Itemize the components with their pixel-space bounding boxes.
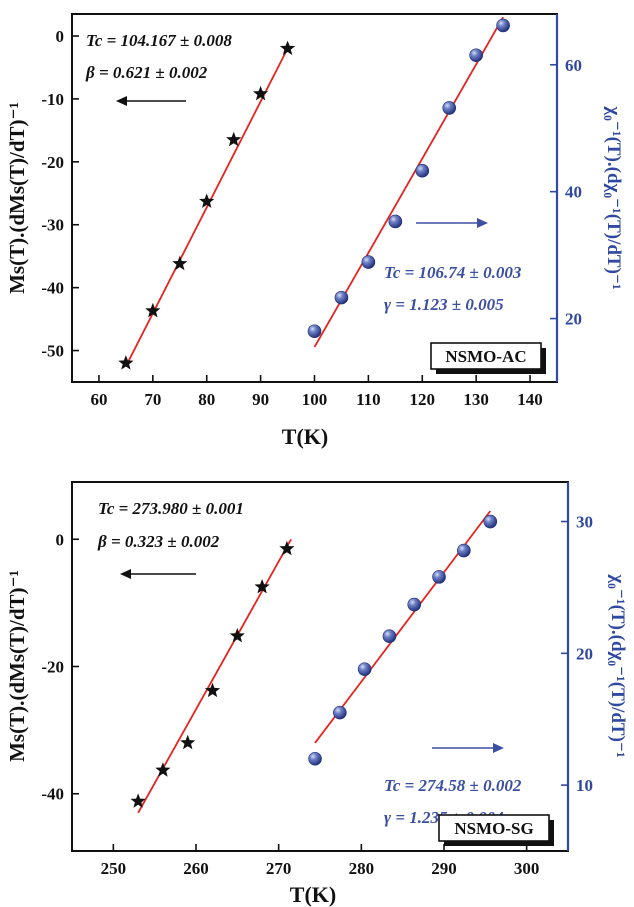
ms-data-point: [254, 579, 270, 594]
y-right-tick-label: 30: [576, 513, 593, 532]
panel-nsmo-ac: 60 70 80 90 100 110 120 130 140 0 -10 -20 -30 -40 -50…: [5, 13, 624, 449]
x-tick-label: 90: [252, 390, 269, 409]
arrow-right-blue: [416, 218, 488, 228]
y-left-tick-label: -40: [41, 279, 64, 298]
annotation-right-gamma: γ = 1.123 ± 0.005: [384, 295, 504, 314]
sample-label: NSMO-AC: [445, 347, 526, 366]
chi-data-point: [483, 514, 498, 529]
x-tick-label: 110: [356, 390, 381, 409]
annotation-left-tc: Tc = 104.167 ± 0.008: [86, 31, 232, 50]
chi-data-point: [442, 101, 457, 115]
x-tick-label: 280: [349, 859, 375, 878]
y-left-tick-label: -20: [41, 658, 64, 677]
ms-data-point: [253, 85, 269, 101]
y-left-tick-label: -20: [41, 153, 64, 172]
chi-data-point: [407, 597, 422, 612]
ms-data-point: [155, 762, 171, 777]
data-markers: [118, 18, 510, 370]
x-axis: 250 260 270 280 290 300: [101, 844, 540, 878]
annotation-right-tc: Tc = 274.58 ± 0.002: [384, 776, 522, 795]
x-tick-label: 70: [144, 390, 161, 409]
annotation-left-tc: Tc = 273.980 ± 0.001: [98, 499, 244, 518]
y-axis-left-label: Ms(T).(dMs(T)/dT)⁻¹: [5, 570, 29, 762]
y-right-tick-label: 20: [576, 644, 593, 663]
x-tick-label: 120: [410, 390, 436, 409]
y-right-tick-label: 10: [576, 776, 593, 795]
sample-label: NSMO-SG: [454, 819, 533, 838]
x-axis: 60 70 80 90 100 110 120 130 140: [90, 375, 543, 409]
chi-data-point: [469, 48, 483, 63]
sample-label-box: NSMO-AC: [430, 342, 546, 374]
annotation-left-beta: β = 0.323 ± 0.002: [97, 532, 220, 551]
sample-label-box: NSMO-SG: [438, 814, 554, 846]
ms-data-point: [145, 302, 161, 318]
chi-data-point: [457, 543, 471, 558]
y-left-tick-label: 0: [56, 530, 65, 549]
y-left-tick-label: -40: [41, 785, 64, 804]
chi-data-point: [361, 255, 376, 269]
x-tick-label: 140: [517, 390, 543, 409]
x-tick-label: 290: [431, 859, 457, 878]
y-right-tick-label: 60: [565, 56, 582, 75]
ms-data-point: [229, 628, 245, 643]
x-axis-label: T(K): [290, 882, 336, 907]
ms-data-point: [279, 40, 296, 56]
data-markers: [130, 514, 498, 808]
y-right-tick-label: 40: [565, 183, 582, 202]
y-axis-left: 0 -20 -40: [41, 530, 79, 804]
arrow-left-black: [116, 96, 186, 106]
x-tick-label: 300: [514, 859, 540, 878]
arrow-left-black: [120, 569, 196, 579]
y-left-tick-label: -30: [41, 216, 64, 235]
y-left-tick-label: -10: [41, 90, 64, 109]
y-left-tick-label: 0: [56, 27, 65, 46]
ms-data-point: [118, 355, 134, 370]
x-axis-label: T(K): [282, 424, 328, 449]
ms-data-point: [279, 540, 295, 556]
annotation-left-beta: β = 0.621 ± 0.002: [85, 63, 208, 82]
x-tick-label: 130: [463, 390, 489, 409]
y-axis-right-label: χ₀⁻¹(T).(dχ₀⁻¹(T)/dT)⁻¹: [607, 573, 628, 757]
chi-data-point: [388, 214, 403, 229]
y-axis-right: 10 20 30: [561, 482, 593, 851]
chi-data-point: [333, 705, 347, 720]
y-axis-left: 0 -10 -20 -30 -40 -50: [41, 27, 79, 361]
ms-data-point: [172, 255, 188, 271]
y-axis-right-label: χ₀⁻¹(T).(dχ₀⁻¹(T)/dT)⁻¹: [603, 105, 624, 289]
x-tick-label: 250: [101, 859, 127, 878]
ms-data-point: [226, 131, 242, 147]
arrow-right-blue: [432, 743, 504, 753]
y-axis-right: 20 40 60: [550, 14, 582, 382]
chi-data-point: [334, 290, 349, 305]
x-tick-label: 80: [198, 390, 215, 409]
x-tick-label: 100: [302, 390, 328, 409]
ms-data-point: [204, 682, 221, 698]
annotation-right-tc: Tc = 106.74 ± 0.003: [384, 263, 522, 282]
ms-data-point: [180, 734, 196, 750]
y-left-tick-label: -50: [41, 342, 64, 361]
y-axis-left-label: Ms(T).(dMs(T)/dT)⁻¹: [5, 102, 29, 294]
panel-nsmo-sg: 250 260 270 280 290 300 0 -20 -40 10 20 30 T(K) M…: [5, 481, 628, 907]
ms-data-point: [130, 793, 146, 808]
x-tick-label: 260: [183, 859, 209, 878]
x-tick-label: 270: [266, 859, 292, 878]
y-right-tick-label: 20: [565, 310, 582, 329]
chi-data-point: [415, 163, 430, 178]
x-tick-label: 60: [90, 390, 107, 409]
fit-lines: [137, 510, 492, 814]
chi-data-point: [432, 570, 446, 584]
chi-data-point: [496, 18, 510, 33]
chi-data-point: [308, 751, 322, 766]
chi-data-point: [382, 629, 397, 643]
chi-data-point: [357, 662, 372, 676]
chi-data-point: [307, 324, 322, 339]
ms-data-point: [199, 193, 215, 208]
chi-fit-line: [313, 16, 504, 348]
